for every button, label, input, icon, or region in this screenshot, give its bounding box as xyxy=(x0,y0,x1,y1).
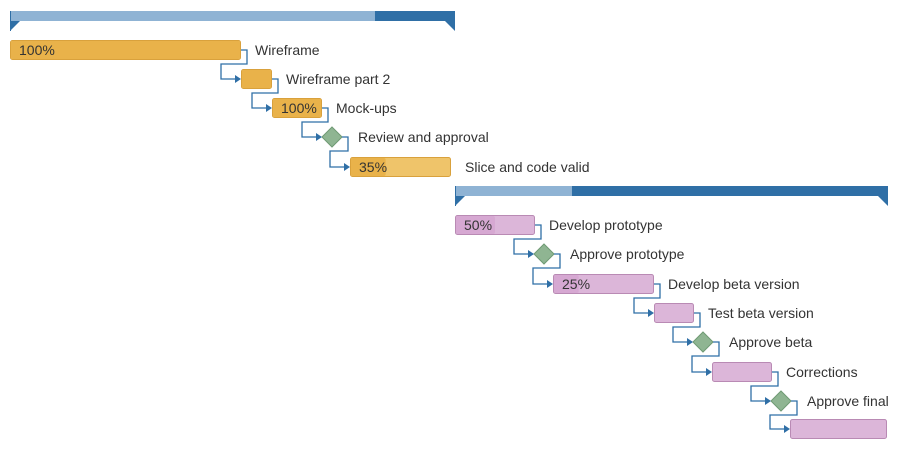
dependency-connector xyxy=(691,341,720,373)
task-progress-label: 25% xyxy=(562,276,590,292)
milestone-diamond xyxy=(692,331,714,353)
task-progress-label: 100% xyxy=(281,100,317,116)
dependency-arrow xyxy=(706,368,712,376)
group-summary-remaining xyxy=(571,186,888,196)
task-label: Approve beta xyxy=(729,334,812,350)
task-progress-label: 50% xyxy=(464,217,492,233)
group-summary-progress xyxy=(455,186,572,196)
group-bracket-right-tip xyxy=(445,11,455,31)
task-progress-fill xyxy=(242,70,271,88)
dependency-arrow xyxy=(784,425,790,433)
group-bracket-right-tip xyxy=(878,186,888,206)
dependency-connector xyxy=(251,78,279,109)
dependency-arrow xyxy=(235,75,241,83)
group-summary-progress xyxy=(10,11,375,21)
dependency-arrow xyxy=(316,133,322,141)
task-bar xyxy=(790,419,887,439)
milestone-diamond xyxy=(533,243,555,265)
task-progress-label: 100% xyxy=(19,42,55,58)
group-bracket-left-tip xyxy=(455,196,465,206)
dependency-connector xyxy=(532,253,561,285)
task-label: Slice and code valid xyxy=(465,159,590,175)
task-label: Mock-ups xyxy=(336,100,397,116)
task-label: Approve final xyxy=(807,393,889,409)
dependency-connector xyxy=(329,136,349,168)
task-label: Review and approval xyxy=(358,129,489,145)
group-bracket-left-tip xyxy=(10,21,20,31)
dependency-arrow xyxy=(648,309,654,317)
task-bar xyxy=(654,303,694,323)
dependency-connector xyxy=(220,49,248,80)
dependency-arrow xyxy=(547,280,553,288)
dependency-connector xyxy=(672,312,701,343)
dependency-arrow xyxy=(344,163,350,171)
dependency-arrow xyxy=(266,104,272,112)
group-summary-remaining xyxy=(374,11,455,21)
task-progress-fill xyxy=(351,158,386,176)
task-progress-fill xyxy=(554,275,579,293)
task-label: Corrections xyxy=(786,364,858,380)
dependency-connector xyxy=(513,224,542,255)
task-progress-fill xyxy=(456,216,495,234)
milestone-diamond xyxy=(770,390,792,412)
dependency-arrow xyxy=(765,397,771,405)
task-progress-fill xyxy=(273,99,321,117)
task-label: Wireframe part 2 xyxy=(286,71,390,87)
task-progress-fill xyxy=(11,41,240,59)
task-label: Test beta version xyxy=(708,305,814,321)
task-label: Wireframe xyxy=(255,42,320,58)
dependency-connector xyxy=(301,107,329,138)
dependency-connector xyxy=(769,400,798,430)
dependency-connector xyxy=(750,371,779,402)
task-progress-label: 35% xyxy=(359,159,387,175)
task-label: Approve prototype xyxy=(570,246,685,262)
milestone-diamond xyxy=(321,126,343,148)
dependency-connector xyxy=(633,283,661,314)
task-label: Develop prototype xyxy=(549,217,663,233)
task-label: Develop beta version xyxy=(668,276,800,292)
dependency-arrow xyxy=(687,338,693,346)
task-bar xyxy=(712,362,772,382)
dependency-arrow xyxy=(528,250,534,258)
